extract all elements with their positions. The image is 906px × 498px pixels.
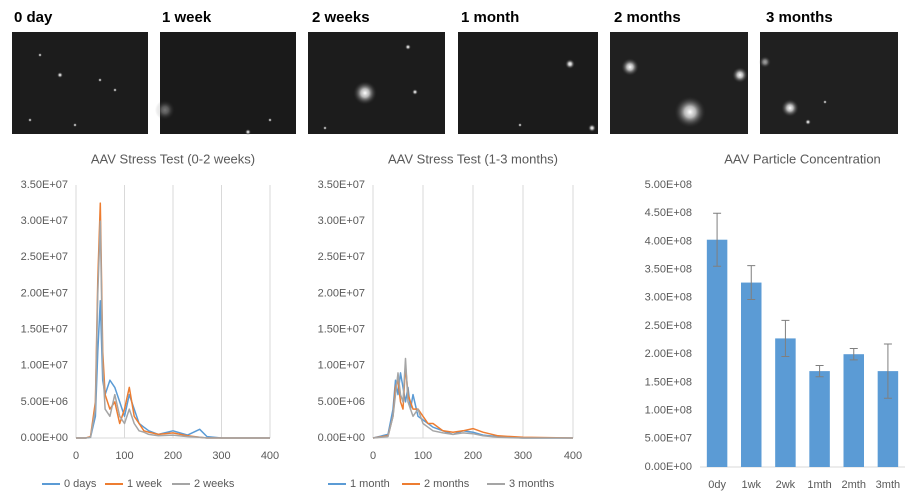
- y-tick-label: 1.50E+08: [645, 376, 692, 388]
- y-tick-label: 2.00E+07: [318, 287, 365, 299]
- x-tick-label: 0dy: [708, 479, 726, 491]
- y-tick-label: 4.50E+08: [645, 207, 692, 219]
- y-tick-label: 3.00E+08: [645, 292, 692, 304]
- micrograph: [12, 32, 148, 134]
- y-tick-label: 2.00E+08: [645, 348, 692, 360]
- chart-title: AAV Stress Test (1-3 months): [388, 151, 558, 166]
- series-line: [372, 372, 573, 439]
- image-label: 1 month: [461, 9, 519, 26]
- micrograph: [760, 32, 898, 134]
- y-tick-label: 2.00E+07: [21, 287, 68, 299]
- y-tick-label: 3.00E+07: [318, 215, 365, 227]
- y-tick-label: 4.00E+08: [645, 235, 692, 247]
- x-tick-label: 200: [164, 450, 182, 462]
- legend-label: 1 week: [127, 478, 162, 490]
- legend-label: 2 weeks: [194, 478, 235, 490]
- bar: [775, 338, 796, 467]
- y-tick-label: 2.50E+08: [645, 320, 692, 332]
- y-tick-label: 1.00E+07: [318, 360, 365, 372]
- micrograph: [458, 32, 598, 134]
- bar: [877, 371, 899, 467]
- error-bar: [713, 212, 722, 267]
- x-tick-label: 2mth: [842, 479, 866, 491]
- bar: [843, 354, 864, 467]
- bar: [706, 239, 728, 467]
- series-line: [372, 357, 573, 439]
- y-tick-label: 3.50E+07: [318, 179, 365, 191]
- series-line: [76, 299, 270, 439]
- x-tick-label: 400: [564, 450, 582, 462]
- x-tick-label: 0: [73, 450, 79, 462]
- x-tick-label: 300: [514, 450, 532, 462]
- x-tick-label: 100: [115, 450, 133, 462]
- x-tick-label: 2wk: [776, 479, 796, 491]
- x-tick-label: 300: [212, 450, 230, 462]
- y-tick-label: 1.50E+07: [21, 323, 68, 335]
- y-tick-label: 5.00E+06: [318, 396, 365, 408]
- chart-title: AAV Stress Test (0-2 weeks): [91, 151, 255, 166]
- x-tick-label: 100: [414, 450, 432, 462]
- image-label: 2 weeks: [312, 9, 370, 26]
- y-tick-label: 0.00E+00: [645, 461, 692, 473]
- image-label: 0 day: [14, 9, 53, 26]
- legend-label: 2 months: [424, 478, 470, 490]
- image-label: 1 week: [162, 9, 212, 26]
- y-tick-label: 5.00E+06: [21, 396, 68, 408]
- y-tick-label: 1.50E+07: [318, 323, 365, 335]
- y-tick-label: 3.00E+07: [21, 215, 68, 227]
- error-bar: [815, 364, 824, 378]
- y-tick-label: 1.00E+08: [645, 405, 692, 417]
- x-tick-label: 1wk: [741, 479, 761, 491]
- chart-title: AAV Particle Concentration: [724, 151, 881, 166]
- y-tick-label: 3.50E+08: [645, 264, 692, 276]
- micrograph-row: [12, 32, 898, 135]
- x-tick-label: 200: [464, 450, 482, 462]
- y-tick-label: 5.00E+08: [645, 179, 692, 191]
- legend-label: 0 days: [64, 478, 97, 490]
- micrograph: [160, 32, 296, 134]
- error-bar: [747, 265, 756, 300]
- legend-label: 3 months: [509, 478, 555, 490]
- bar: [741, 282, 762, 467]
- series-line: [76, 220, 270, 439]
- y-tick-label: 0.00E+00: [21, 432, 68, 444]
- x-tick-label: 1mth: [807, 479, 831, 491]
- x-tick-label: 3mth: [876, 479, 900, 491]
- image-label: 3 months: [766, 9, 833, 26]
- error-bar: [849, 348, 858, 361]
- legend-label: 1 month: [350, 478, 390, 490]
- y-tick-label: 2.50E+07: [318, 251, 365, 263]
- micrograph: [308, 32, 445, 134]
- image-label: 2 months: [614, 9, 681, 26]
- x-tick-label: 0: [370, 450, 376, 462]
- y-tick-label: 5.00E+07: [645, 433, 692, 445]
- y-tick-label: 0.00E+00: [318, 432, 365, 444]
- error-bar: [781, 319, 790, 357]
- error-bar: [883, 343, 892, 399]
- x-tick-label: 400: [261, 450, 279, 462]
- y-tick-label: 3.50E+07: [21, 179, 68, 191]
- bar: [809, 371, 830, 467]
- y-tick-label: 2.50E+07: [21, 251, 68, 263]
- y-tick-label: 1.00E+07: [21, 360, 68, 372]
